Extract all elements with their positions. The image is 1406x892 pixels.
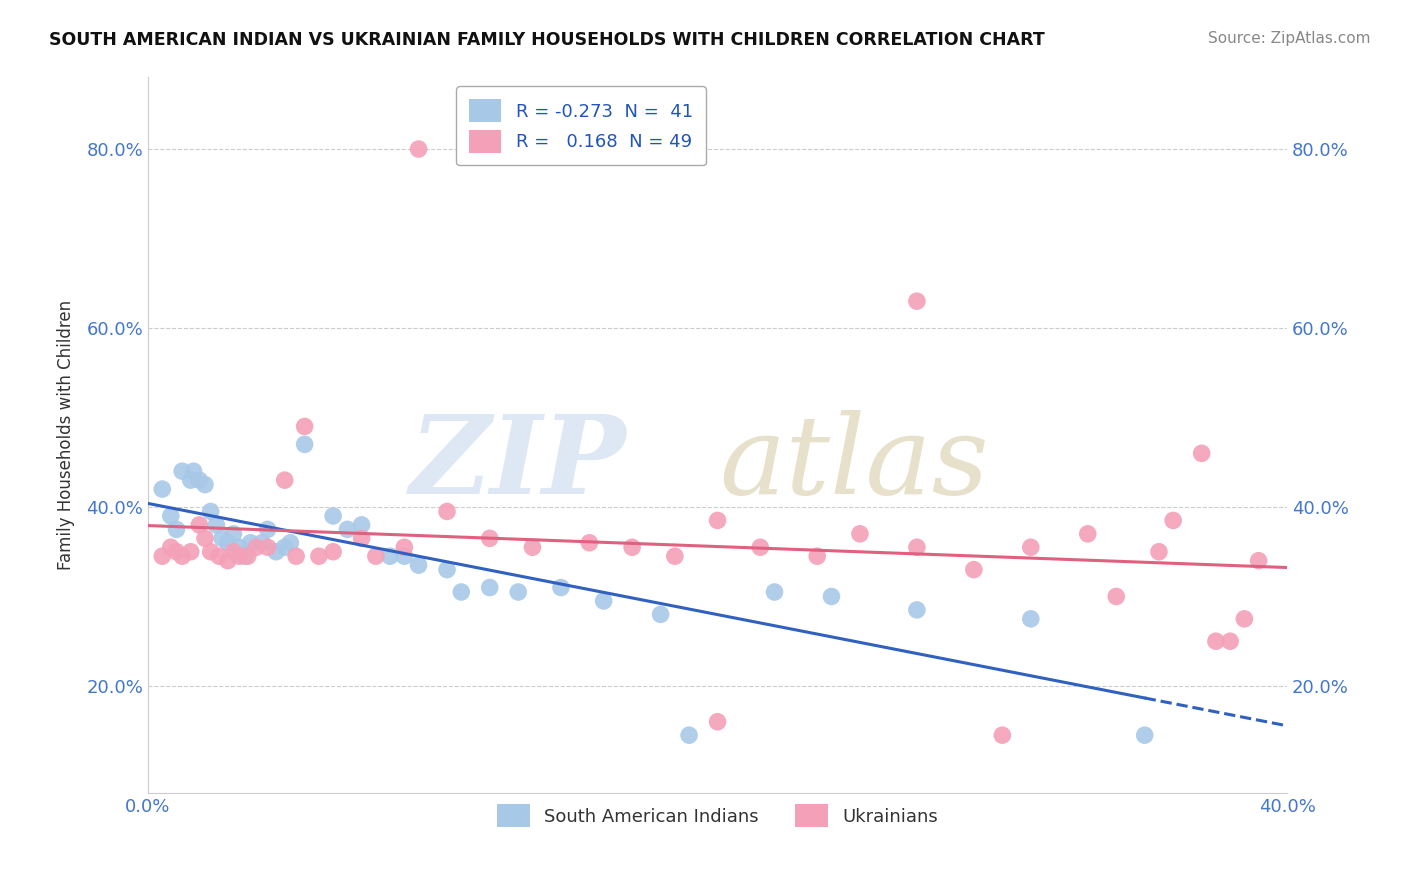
Point xyxy=(706,714,728,729)
Point xyxy=(273,541,295,555)
Point xyxy=(905,541,928,555)
Point xyxy=(1019,612,1042,626)
Y-axis label: Family Households with Children: Family Households with Children xyxy=(58,301,75,571)
Point xyxy=(264,545,287,559)
Point xyxy=(222,526,245,541)
Point xyxy=(450,585,472,599)
Point xyxy=(280,535,302,549)
Point xyxy=(621,541,644,555)
Point xyxy=(650,607,672,622)
Point xyxy=(239,535,262,549)
Point xyxy=(1247,554,1270,568)
Point xyxy=(1147,545,1170,559)
Point xyxy=(172,549,194,564)
Point xyxy=(166,545,188,559)
Point xyxy=(1077,526,1099,541)
Point xyxy=(1133,728,1156,742)
Point xyxy=(522,541,544,555)
Point xyxy=(194,477,217,491)
Point xyxy=(436,504,458,518)
Point xyxy=(180,545,202,559)
Point xyxy=(159,541,181,555)
Point xyxy=(322,545,344,559)
Point xyxy=(308,549,330,564)
Point xyxy=(1219,634,1241,648)
Point xyxy=(256,522,278,536)
Point xyxy=(188,473,211,487)
Point xyxy=(188,517,211,532)
Point xyxy=(236,549,259,564)
Point xyxy=(336,522,359,536)
Point xyxy=(294,437,316,451)
Point xyxy=(183,464,205,478)
Point xyxy=(963,563,986,577)
Point xyxy=(150,482,173,496)
Point xyxy=(294,419,316,434)
Point xyxy=(245,541,267,555)
Point xyxy=(322,508,344,523)
Point xyxy=(408,142,430,156)
Text: SOUTH AMERICAN INDIAN VS UKRAINIAN FAMILY HOUSEHOLDS WITH CHILDREN CORRELATION C: SOUTH AMERICAN INDIAN VS UKRAINIAN FAMIL… xyxy=(49,31,1045,49)
Point xyxy=(578,535,600,549)
Point xyxy=(273,473,295,487)
Point xyxy=(228,549,250,564)
Point xyxy=(1105,590,1128,604)
Text: atlas: atlas xyxy=(720,410,988,517)
Point xyxy=(905,603,928,617)
Point xyxy=(350,517,373,532)
Point xyxy=(592,594,614,608)
Point xyxy=(211,531,233,545)
Point xyxy=(150,549,173,564)
Point xyxy=(217,554,239,568)
Point xyxy=(1191,446,1213,460)
Point xyxy=(1019,541,1042,555)
Point xyxy=(678,728,700,742)
Point xyxy=(364,549,387,564)
Point xyxy=(1161,513,1184,527)
Point xyxy=(763,585,786,599)
Point xyxy=(228,541,250,555)
Point xyxy=(550,581,572,595)
Point xyxy=(408,558,430,573)
Point xyxy=(256,541,278,555)
Point xyxy=(706,513,728,527)
Point xyxy=(180,473,202,487)
Point xyxy=(166,522,188,536)
Point xyxy=(217,535,239,549)
Text: Source: ZipAtlas.com: Source: ZipAtlas.com xyxy=(1208,31,1371,46)
Point xyxy=(233,549,256,564)
Text: ZIP: ZIP xyxy=(409,410,627,517)
Point xyxy=(394,541,416,555)
Point xyxy=(820,590,842,604)
Point xyxy=(208,549,231,564)
Point xyxy=(1233,612,1256,626)
Point xyxy=(849,526,872,541)
Point xyxy=(350,531,373,545)
Point xyxy=(205,517,228,532)
Point xyxy=(905,294,928,309)
Point xyxy=(749,541,772,555)
Point xyxy=(478,531,501,545)
Point xyxy=(394,549,416,564)
Point xyxy=(200,545,222,559)
Point xyxy=(508,585,530,599)
Point xyxy=(250,535,273,549)
Point xyxy=(194,531,217,545)
Point xyxy=(159,508,181,523)
Point xyxy=(172,464,194,478)
Point xyxy=(378,549,401,564)
Legend: South American Indians, Ukrainians: South American Indians, Ukrainians xyxy=(491,797,945,834)
Point xyxy=(664,549,686,564)
Point xyxy=(478,581,501,595)
Point xyxy=(1205,634,1227,648)
Point xyxy=(200,504,222,518)
Point xyxy=(991,728,1014,742)
Point xyxy=(806,549,828,564)
Point xyxy=(285,549,308,564)
Point xyxy=(222,545,245,559)
Point xyxy=(436,563,458,577)
